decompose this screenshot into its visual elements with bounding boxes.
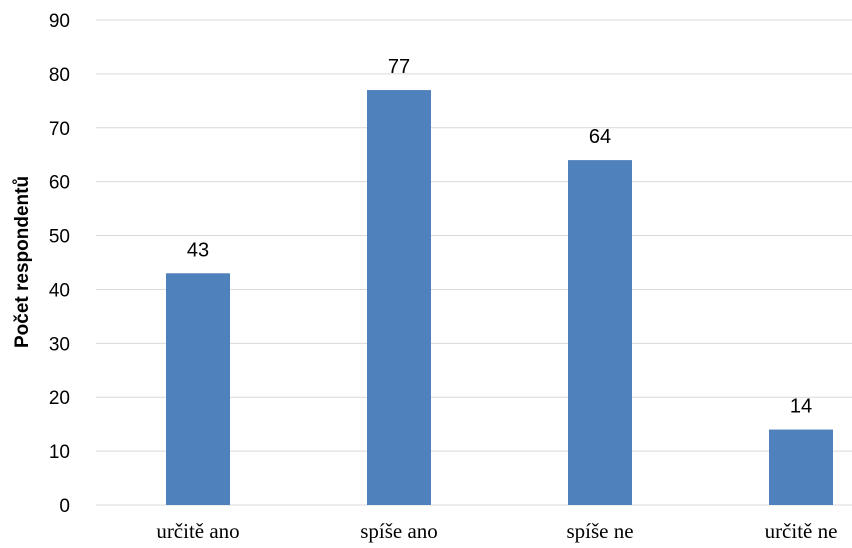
- data-label: 64: [589, 126, 611, 148]
- bar: [166, 273, 230, 505]
- y-tick-label: 80: [49, 65, 70, 86]
- x-category-label: spíše ano: [360, 519, 438, 543]
- x-category-label: spíše ne: [566, 519, 633, 543]
- y-axis-title: Počet respondentů: [12, 176, 33, 348]
- bar: [769, 429, 833, 505]
- bars: [166, 90, 833, 506]
- x-category-label: určitě ano: [156, 519, 239, 543]
- y-tick-label: 90: [49, 11, 70, 32]
- data-label: 43: [187, 239, 209, 261]
- bar: [568, 160, 632, 505]
- data-label: 14: [790, 396, 812, 418]
- y-tick-label: 20: [49, 388, 70, 409]
- x-axis-categories: určitě ano spíše ano spíše ne určitě ne: [156, 519, 837, 543]
- x-category-label: určitě ne: [765, 519, 838, 543]
- y-tick-label: 40: [49, 280, 70, 301]
- y-tick-label: 70: [49, 119, 70, 140]
- y-tick-label: 10: [49, 442, 70, 463]
- y-tick-label: 60: [49, 173, 70, 194]
- data-label: 77: [388, 56, 410, 78]
- y-tick-label: 30: [49, 334, 70, 355]
- y-tick-label: 50: [49, 227, 70, 248]
- y-tick-label: 0: [59, 496, 70, 517]
- y-axis-ticks: 0 10 20 30 40 50 60 70 80 90: [49, 11, 70, 517]
- data-labels: 43 77 64 14: [187, 56, 812, 418]
- bar: [367, 90, 431, 506]
